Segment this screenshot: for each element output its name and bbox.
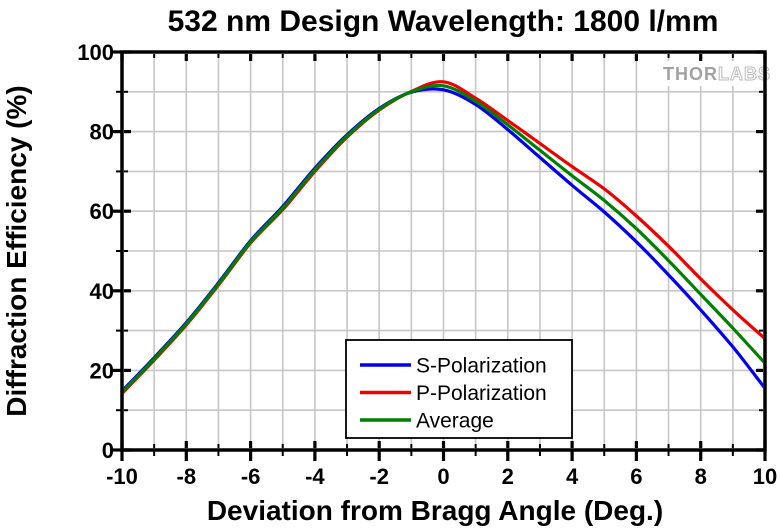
data-series: [123, 80, 764, 394]
x-tick-label: 10: [753, 464, 777, 489]
legend: S-Polarization P-Polarization Average: [345, 339, 573, 439]
axis-ticks: [111, 50, 767, 461]
x-tick-label: -4: [305, 464, 325, 489]
legend-label-p-polarization: P-Polarization: [416, 382, 547, 405]
y-tick-label: 0: [102, 438, 114, 463]
x-tick-label: 8: [695, 464, 707, 489]
x-tick-label: 2: [502, 464, 514, 489]
axis-frame: [120, 50, 767, 452]
x-axis-label: Deviation from Bragg Angle (Deg.): [207, 495, 663, 526]
y-axis-label: Diffraction Efficiency (%): [1, 85, 32, 416]
chart-title: 532 nm Design Wavelength: 1800 l/mm: [168, 5, 719, 38]
y-tick-label: 40: [90, 279, 114, 304]
y-tick-label: 100: [77, 40, 114, 65]
x-tick-label: 4: [566, 464, 579, 489]
thorlabs-watermark: THORLABS: [663, 64, 771, 84]
y-tick-label: 80: [90, 120, 114, 145]
thorlabs-watermark-labs: LABS: [718, 64, 771, 84]
thorlabs-watermark-bg: [656, 61, 762, 86]
x-tick-label: -6: [241, 464, 261, 489]
legend-label-s-polarization: S-Polarization: [416, 355, 547, 378]
legend-label-average: Average: [416, 410, 494, 433]
x-tick-label: -10: [106, 464, 138, 489]
series-curve-average: [123, 83, 764, 393]
x-tick-label: -2: [369, 464, 389, 489]
y-tick-label: 20: [90, 358, 114, 383]
x-tick-label: 6: [630, 464, 642, 489]
x-tick-label: 0: [437, 464, 449, 489]
thorlabs-watermark-thor: THOR: [663, 64, 718, 84]
y-tick-label: 60: [90, 199, 114, 224]
x-tick-label: -8: [177, 464, 197, 489]
